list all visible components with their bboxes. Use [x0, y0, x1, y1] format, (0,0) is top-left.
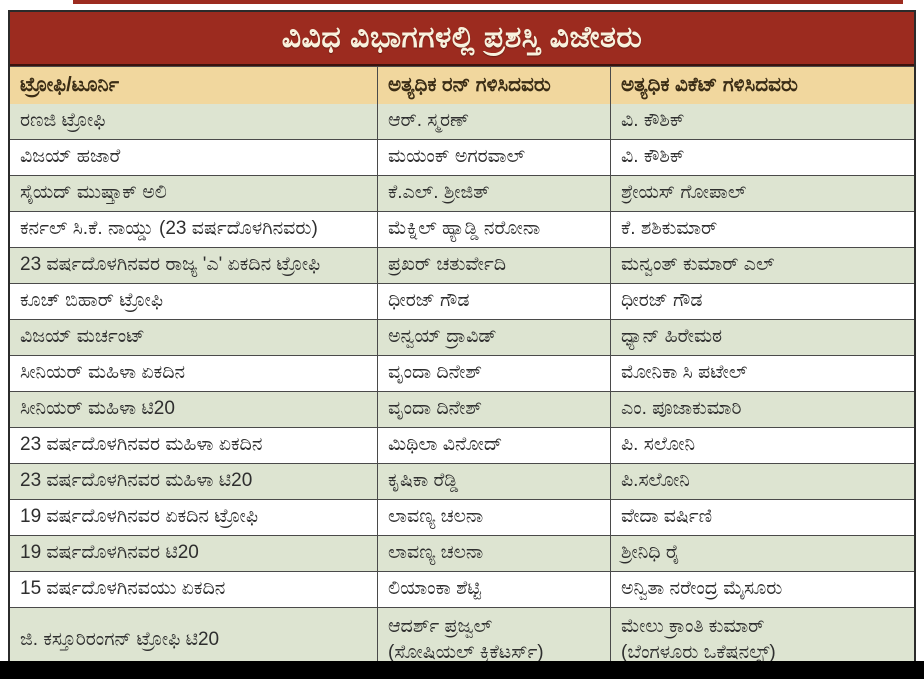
cell-top-run-scorer: ಕೆ.ಎಲ್. ಶ್ರೀಜಿತ್: [378, 176, 611, 211]
cell-top-wicket-taker: ವಿ. ಕೌಶಿಕ್: [621, 110, 685, 131]
table-row: ಕರ್ನಲ್ ಸಿ.ಕೆ. ನಾಯ್ಡು (23 ವರ್ಷದೊಳಗಿನವರು) …: [10, 211, 914, 247]
table-row: 19 ವರ್ಷದೊಳಗಿನವರ ಏಕದಿನ ಟ್ರೋಫಿ ಲಾವಣ್ಯ ಚಲನಾ…: [10, 499, 914, 535]
table-row: ಕೂಚ್ ಬಿಹಾರ್ ಟ್ರೋಫಿ ಧೀರಜ್ ಗೌಡ ಧೀರಜ್ ಗೌಡ: [10, 283, 914, 319]
cell-top-run-scorer: ಮಿಥಿಲಾ ವಿನೋದ್: [378, 428, 611, 463]
table-row: ಸೈಯದ್ ಮುಷ್ತಾಕ್ ಅಲಿ ಕೆ.ಎಲ್. ಶ್ರೀಜಿತ್ ಶ್ರೇ…: [10, 175, 914, 211]
cell-top-wicket-taker: ಪಿ. ಸಲೋನಿ: [621, 434, 696, 455]
cell-top-wicket-taker: ಕೆ. ಶಶಿಕುಮಾರ್: [621, 218, 718, 239]
table-header-row: ಟ್ರೋಫಿ/ಟೂರ್ನಿ ಅತ್ಯಧಿಕ ರನ್ ಗಳಿಸಿದವರು ಅತ್ಯ…: [10, 66, 914, 104]
cell-top-wicket-taker: ಮನ್ವಂತ್ ಕುಮಾರ್ ಎಲ್: [621, 254, 775, 275]
table-row: 23 ವರ್ಷದೊಳಗಿನವರ ರಾಜ್ಯ 'ಎ' ಏಕದಿನ ಟ್ರೋಫಿ ಪ…: [10, 247, 914, 283]
cell-top-wicket-taker: ಮೋನಿಕಾ ಸಿ ಪಟೇಲ್: [621, 362, 748, 383]
table-row: 23 ವರ್ಷದೊಳಗಿನವರ ಮಹಿಳಾ ಟಿ20 ಕೃಷಿಕಾ ರೆಡ್ಡಿ…: [10, 463, 914, 499]
cell-top-wicket-taker: ಶ್ರೇಯಸ್ ಗೋಪಾಲ್: [621, 182, 747, 203]
cell-top-run-scorer: ಕೃಷಿಕಾ ರೆಡ್ಡಿ: [378, 464, 611, 499]
cell-trophy: 19 ವರ್ಷದೊಳಗಿನವರ ಟಿ20: [10, 536, 378, 571]
cell-top-run-scorer: ಧೀರಜ್ ಗೌಡ: [378, 284, 611, 319]
cell-top-run-scorer: ಲಾವಣ್ಯ ಚಲನಾ: [378, 500, 611, 535]
cell-top-run-scorer: ಆರ್. ಸ್ಮರಣ್: [378, 104, 611, 139]
cell-top-run-scorer: ಅನ್ವಯ್ ದ್ರಾವಿಡ್: [378, 320, 611, 355]
cell-top-wicket-taker: ಅನ್ವಿತಾ ನರೇಂದ್ರ ಮೈಸೂರು: [621, 578, 783, 599]
cell-top-run-scorer: ಲಿಯಾಂಕಾ ಶೆಟ್ಟಿ: [378, 572, 611, 607]
cell-trophy: 23 ವರ್ಷದೊಳಗಿನವರ ಮಹಿಳಾ ಏಕದಿನ: [10, 428, 378, 463]
cell-trophy: 15 ವರ್ಷದೊಳಗಿನವಯು ಏಕದಿನ: [10, 572, 378, 607]
cell-top-wicket-taker: ವಿ. ಕೌಶಿಕ್: [621, 146, 685, 167]
table-row: 15 ವರ್ಷದೊಳಗಿನವಯು ಏಕದಿನ ಲಿಯಾಂಕಾ ಶೆಟ್ಟಿ ಅನ…: [10, 571, 914, 607]
cell-top-run-scorer: ಮೆಕ್ನಿಲ್ ಹ್ಯಾಡ್ಡಿ ನರೋನಾ: [378, 212, 611, 247]
cell-top-run-scorer: ಮಯಂಕ್ ಅಗರವಾಲ್: [378, 140, 611, 175]
cell-trophy: ರಣಜಿ ಟ್ರೋಫಿ: [10, 104, 378, 139]
cell-top-wicket-taker: ಪಿ.ಸಲೋನಿ: [621, 470, 690, 491]
cell-top-run-scorer: ಲಾವಣ್ಯ ಚಲನಾ: [378, 536, 611, 571]
table-title-bar: ವಿವಿಧ ವಿಭಾಗಗಳಲ್ಲಿ ಪ್ರಶಸ್ತಿ ವಿಜೇತರು: [10, 12, 914, 66]
cell-top-wicket-taker: ಧೀರಜ್ ಗೌಡ: [621, 290, 703, 311]
cell-top-wicket-taker: ಎಂ. ಪೂಜಾಕುಮಾರಿ: [621, 398, 742, 419]
cell-top-run-scorer: ವೃಂದಾ ದಿನೇಶ್: [378, 392, 611, 427]
table-body: ರಣಜಿ ಟ್ರೋಫಿ ಆರ್. ಸ್ಮರಣ್ ವಿ. ಕೌಶಿಕ್ ವಿಜಯ್…: [10, 104, 914, 672]
table-row: 23 ವರ್ಷದೊಳಗಿನವರ ಮಹಿಳಾ ಏಕದಿನ ಮಿಥಿಲಾ ವಿನೋದ…: [10, 427, 914, 463]
cell-trophy: ಕರ್ನಲ್ ಸಿ.ಕೆ. ನಾಯ್ಡು (23 ವರ್ಷದೊಳಗಿನವರು): [10, 212, 378, 247]
cell-top-wicket-taker: ಮೇಲು ಕ್ರಾಂತಿ ಕುಮಾರ್ (ಬೆಂಗಳೂರು ಒಕೆಷನಲ್ಸ್): [621, 615, 776, 663]
cell-trophy: ವಿಜಯ್ ಮರ್ಚಂಟ್: [10, 320, 378, 355]
cell-trophy: ವಿಜಯ್ ಹಜಾರೆ: [10, 140, 378, 175]
bottom-black-bar: [0, 661, 924, 679]
cell-top-wicket-taker: ಶ್ರೀನಿಧಿ ರೈ: [621, 542, 680, 563]
cell-trophy: 23 ವರ್ಷದೊಳಗಿನವರ ರಾಜ್ಯ 'ಎ' ಏಕದಿನ ಟ್ರೋಫಿ: [10, 248, 378, 283]
cell-top-wicket-taker: ಧ್ಯಾನ್ ಹಿರೇಮಠ: [621, 326, 723, 347]
column-header-top-run-scorer: ಅತ್ಯಧಿಕ ರನ್ ಗಳಿಸಿದವರು: [378, 67, 611, 104]
award-winners-table: ವಿವಿಧ ವಿಭಾಗಗಳಲ್ಲಿ ಪ್ರಶಸ್ತಿ ವಿಜೇತರು ಟ್ರೋಫ…: [8, 10, 916, 674]
table-row: ರಣಜಿ ಟ್ರೋಫಿ ಆರ್. ಸ್ಮರಣ್ ವಿ. ಕೌಶಿಕ್: [10, 104, 914, 139]
cell-top-run-scorer: ಆದರ್ಶ್ ಪ್ರಜ್ವಲ್ (ಸೋಷಿಯಲ್ ಕ್ರಿಕೆಟರ್ಸ್): [378, 608, 611, 672]
cell-trophy: 19 ವರ್ಷದೊಳಗಿನವರ ಏಕದಿನ ಟ್ರೋಫಿ: [10, 500, 378, 535]
column-header-top-wicket-taker: ಅತ್ಯಧಿಕ ವಿಕೆಟ್ ಗಳಿಸಿದವರು: [621, 74, 798, 96]
cell-top-run-scorer: ವೃಂದಾ ದಿನೇಶ್: [378, 356, 611, 391]
cell-trophy: ಕೂಚ್ ಬಿಹಾರ್ ಟ್ರೋಫಿ: [10, 284, 378, 319]
cell-trophy: ಸೀನಿಯರ್ ಮಹಿಳಾ ಏಕದಿನ: [10, 356, 378, 391]
cell-trophy: 23 ವರ್ಷದೊಳಗಿನವರ ಮಹಿಳಾ ಟಿ20: [10, 464, 378, 499]
cell-trophy: ಸೈಯದ್ ಮುಷ್ತಾಕ್ ಅಲಿ: [10, 176, 378, 211]
cell-top-wicket-taker: ವೇದಾ ವರ್ಷಿಣಿ: [621, 506, 713, 527]
column-header-trophy: ಟ್ರೋಫಿ/ಟೂರ್ನಿ: [10, 67, 378, 104]
table-row: ವಿಜಯ್ ಮರ್ಚಂಟ್ ಅನ್ವಯ್ ದ್ರಾವಿಡ್ ಧ್ಯಾನ್ ಹಿರ…: [10, 319, 914, 355]
table-row: ಸೀನಿಯರ್ ಮಹಿಳಾ ಏಕದಿನ ವೃಂದಾ ದಿನೇಶ್ ಮೋನಿಕಾ …: [10, 355, 914, 391]
cell-trophy: ಜಿ. ಕಸ್ತೂರಿರಂಗನ್ ಟ್ರೋಫಿ ಟಿ20: [10, 608, 378, 672]
table-row: ಸೀನಿಯರ್ ಮಹಿಳಾ ಟಿ20 ವೃಂದಾ ದಿನೇಶ್ ಎಂ. ಪೂಜಾ…: [10, 391, 914, 427]
cell-top-run-scorer: ಪ್ರಖರ್ ಚತುರ್ವೇದಿ: [378, 248, 611, 283]
top-accent-strip: [73, 0, 903, 4]
page-title: ವಿವಿಧ ವಿಭಾಗಗಳಲ್ಲಿ ಪ್ರಶಸ್ತಿ ವಿಜೇತರು: [281, 21, 643, 54]
table-row: ವಿಜಯ್ ಹಜಾರೆ ಮಯಂಕ್ ಅಗರವಾಲ್ ವಿ. ಕೌಶಿಕ್: [10, 139, 914, 175]
cell-trophy: ಸೀನಿಯರ್ ಮಹಿಳಾ ಟಿ20: [10, 392, 378, 427]
table-row: 19 ವರ್ಷದೊಳಗಿನವರ ಟಿ20 ಲಾವಣ್ಯ ಚಲನಾ ಶ್ರೀನಿಧ…: [10, 535, 914, 571]
